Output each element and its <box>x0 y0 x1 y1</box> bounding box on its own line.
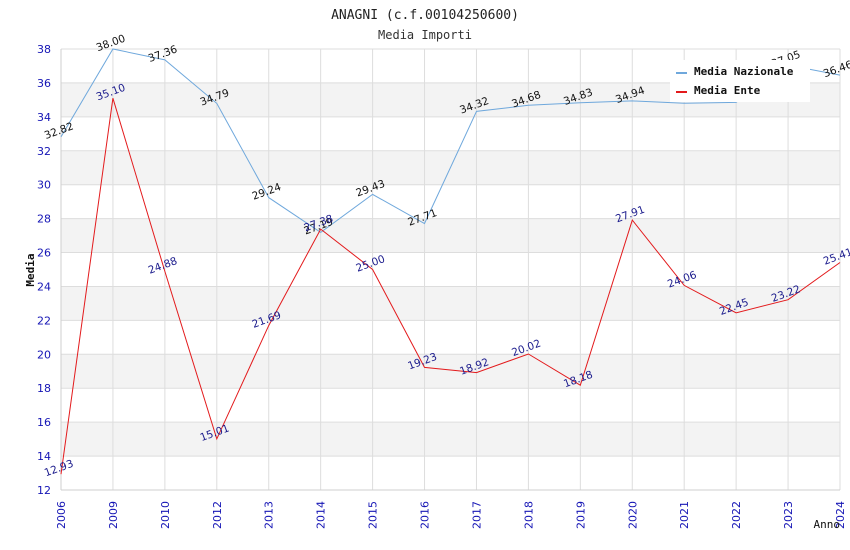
y-tick-label: 16 <box>37 416 51 429</box>
x-tick-label: 2018 <box>522 501 535 529</box>
band <box>61 354 840 389</box>
series-line-ente <box>60 98 841 475</box>
band <box>61 422 840 457</box>
band <box>61 388 840 423</box>
y-tick-label: 28 <box>37 213 51 226</box>
x-tick-label: 2019 <box>574 501 587 529</box>
y-tick-label: 34 <box>37 111 51 124</box>
y-tick-label: 32 <box>37 145 51 158</box>
x-tick-label: 2020 <box>626 501 639 529</box>
series-lines <box>60 48 841 475</box>
legend-label-ente: Media Ente <box>694 84 761 97</box>
y-tick-label: 24 <box>37 280 51 293</box>
y-tick-label: 14 <box>37 450 51 463</box>
y-tick-label: 36 <box>37 77 51 90</box>
x-tick-label: 2024 <box>834 501 847 529</box>
band <box>61 218 840 253</box>
x-tick-label: 2013 <box>263 501 276 529</box>
y-axis-label: Media <box>24 253 37 286</box>
legend: Media Nazionale Media Ente <box>670 60 810 102</box>
y-tick-label: 22 <box>37 314 51 327</box>
legend-label-nazionale: Media Nazionale <box>694 65 794 78</box>
x-axis-label: Anno <box>814 518 841 531</box>
x-tick-label: 2012 <box>211 501 224 529</box>
y-tick-label: 38 <box>37 43 51 56</box>
band <box>61 252 840 287</box>
chart-subtitle: Media Importi <box>378 28 472 42</box>
x-tick-label: 2016 <box>419 501 432 529</box>
x-tick-label: 2017 <box>470 501 483 529</box>
y-tick-label: 18 <box>37 382 51 395</box>
x-tick-label: 2021 <box>678 501 691 529</box>
band <box>61 320 840 355</box>
y-tick-label: 12 <box>37 484 51 497</box>
y-tick-labels: 12 14 16 18 20 22 24 26 28 30 32 34 36 38 <box>37 43 51 497</box>
legend-box <box>670 60 810 102</box>
x-tick-label: 2015 <box>367 501 380 529</box>
band <box>61 456 840 490</box>
x-tick-label: 2023 <box>782 501 795 529</box>
x-tick-label: 2022 <box>730 501 743 529</box>
band <box>61 184 840 219</box>
x-tick-label: 2009 <box>107 501 120 529</box>
y-tick-label: 30 <box>37 179 51 192</box>
plot-bands <box>61 49 840 490</box>
x-tick-label: 2006 <box>55 501 68 529</box>
x-tick-labels: 2006 2009 2010 2012 2013 2014 2015 2016 2017 2018… <box>55 501 847 529</box>
band <box>61 286 840 321</box>
y-tick-label: 26 <box>37 247 51 260</box>
band <box>61 116 840 151</box>
x-tick-label: 2010 <box>159 501 172 529</box>
series-line-nazionale <box>60 48 841 234</box>
y-tick-label: 20 <box>37 348 51 361</box>
x-tick-label: 2014 <box>315 501 328 529</box>
chart-title: ANAGNI (c.f.00104250600) <box>331 8 519 23</box>
axes <box>60 49 840 491</box>
